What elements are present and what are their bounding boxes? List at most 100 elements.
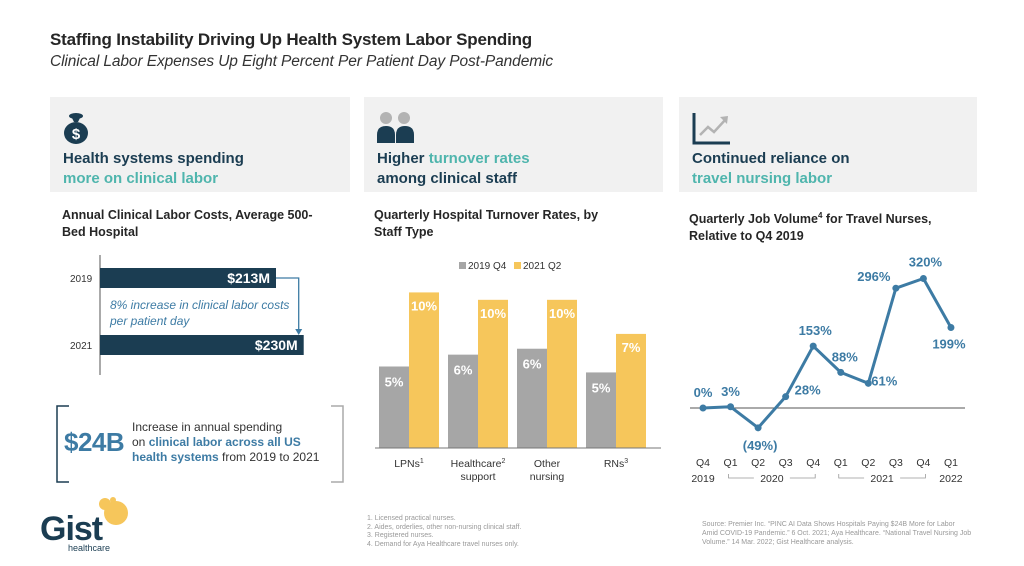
people-icon xyxy=(377,112,414,143)
category-label: support xyxy=(460,471,495,483)
bar-other-nursing-0 xyxy=(517,348,547,448)
callout-line2: on clinical labor across all US xyxy=(132,435,342,450)
bar-lpns-0 xyxy=(379,366,409,448)
bar-healthcare-support-0 xyxy=(448,354,478,448)
x-tick-label: Q2 xyxy=(751,457,765,469)
logo-wordmark: Gist xyxy=(40,510,103,548)
callout-text: on xyxy=(132,435,149,449)
chart-title-turnover: Quarterly Hospital Turnover Rates, by St… xyxy=(374,208,599,239)
callout-line1: Increase in annual spending xyxy=(132,420,283,434)
data-point xyxy=(864,379,872,387)
panel-travel-nursing: Continued reliance on travel nursing lab… xyxy=(679,97,977,192)
data-point xyxy=(947,323,955,331)
bar-value-label: 5% xyxy=(385,375,404,390)
panel-heading: Health systems spending more on clinical… xyxy=(63,149,244,189)
category-label: Healthcare2 xyxy=(451,458,506,470)
page-subtitle: Clinical Labor Expenses Up Eight Percent… xyxy=(50,53,554,70)
trend-chart-icon xyxy=(692,113,730,145)
legend-label: 2019 Q4 xyxy=(468,261,507,272)
data-label: 61% xyxy=(871,373,897,388)
bar-2021 xyxy=(100,335,304,355)
connector-arrow xyxy=(276,277,300,331)
panel-heading: Continued reliance on travel nursing lab… xyxy=(692,149,850,189)
chart-title-labor-costs: Annual Clinical Labor Costs, Average 500… xyxy=(62,208,313,239)
callout-text: from 2019 to 2021 xyxy=(218,450,320,464)
footnote: 2. Aides, orderlies, other non-nursing c… xyxy=(367,523,522,531)
x-tick-label: Q1 xyxy=(724,457,738,469)
x-tick-label: Q3 xyxy=(779,457,793,469)
callout-value: $24B xyxy=(64,427,125,457)
category-label: nursing xyxy=(530,471,565,483)
year-label: 2020 xyxy=(760,473,784,485)
footnote-marker: 2 xyxy=(501,458,505,465)
logo-subtext: healthcare xyxy=(68,543,110,553)
bar-value-label: 10% xyxy=(480,306,506,321)
year-label: 2021 xyxy=(870,473,894,485)
callout-description: Increase in annual spending on clinical … xyxy=(132,420,342,465)
data-point xyxy=(809,342,817,350)
legend-label: 2021 Q2 xyxy=(523,261,562,272)
panel-heading: Higher turnover rates among clinical sta… xyxy=(377,149,530,189)
bar-healthcare-support-1 xyxy=(478,299,508,448)
data-label: 153% xyxy=(799,323,833,338)
data-label: 0% xyxy=(694,385,713,400)
footnote: 1. Licensed practical nurses. xyxy=(367,515,456,522)
data-point xyxy=(837,368,845,376)
arrowhead-icon xyxy=(295,329,303,335)
bar-value-label: $230M xyxy=(255,337,298,353)
bar-value-label: 7% xyxy=(622,340,641,355)
data-label: 296% xyxy=(857,269,891,284)
category-label: 2021 xyxy=(70,341,93,352)
x-tick-label: Q1 xyxy=(834,457,848,469)
data-label: 199% xyxy=(932,336,966,351)
panel-heading-line1: Health systems spending xyxy=(63,150,244,167)
data-point xyxy=(919,275,927,282)
bar-value-label: 10% xyxy=(411,298,437,313)
callout-emphasis: clinical labor across all US xyxy=(148,435,301,449)
heading-highlight: turnover rates xyxy=(428,150,530,167)
page-title: Staffing Instability Driving Up Health S… xyxy=(50,30,532,49)
year-label: 2022 xyxy=(939,473,963,485)
bar-value-label: 6% xyxy=(523,357,542,372)
panel-heading-line1: Continued reliance on xyxy=(692,150,850,167)
bar-value-label: 10% xyxy=(549,306,575,321)
bar-value-label: 6% xyxy=(454,363,473,378)
footnote-marker: 1 xyxy=(420,458,424,465)
bar-other-nursing-1 xyxy=(547,299,577,448)
legend-swatch-1 xyxy=(514,262,521,269)
bar-lpns-1 xyxy=(409,292,439,448)
heading-text: Higher xyxy=(377,150,429,167)
callout-line3: health systems from 2019 to 2021 xyxy=(132,450,342,465)
bar-rns-0 xyxy=(586,372,616,448)
x-tick-label: Q4 xyxy=(916,457,930,469)
bar-2019 xyxy=(100,268,276,288)
data-label: 28% xyxy=(795,383,821,398)
data-point xyxy=(754,424,762,432)
panel-clinical-labor: $ Health systems spending more on clinic… xyxy=(50,97,350,192)
x-tick-label: Q1 xyxy=(944,457,958,469)
footnote-marker: 4 xyxy=(817,211,823,220)
panel-turnover: Higher turnover rates among clinical sta… xyxy=(364,97,663,192)
panel-heading-line2: travel nursing labor xyxy=(692,170,833,187)
category-label: LPNs1 xyxy=(394,458,424,470)
svg-text:$: $ xyxy=(72,126,81,143)
data-point xyxy=(892,284,900,292)
series-line xyxy=(702,277,953,430)
category-label: 2019 xyxy=(70,274,93,285)
bar-rns-1 xyxy=(616,333,646,448)
footnote: 4. Demand for Aya Healthcare travel nurs… xyxy=(367,540,519,548)
data-label: 320% xyxy=(909,255,943,270)
annotation-line1: 8% increase in clinical labor costs xyxy=(110,298,289,312)
category-label: RNs3 xyxy=(604,458,628,470)
panel-heading-line2: more on clinical labor xyxy=(63,170,219,187)
bar-value-label: $213M xyxy=(227,270,270,286)
chart-title-job-volume: Quarterly Job Volume4 for Travel Nurses,… xyxy=(689,207,969,245)
data-point xyxy=(699,404,707,412)
year-label: 2019 xyxy=(691,473,715,485)
legend-swatch-0 xyxy=(459,262,466,269)
x-tick-label: Q2 xyxy=(861,457,875,469)
x-tick-label: Q4 xyxy=(696,457,710,469)
panel-heading-line2: among clinical staff xyxy=(377,170,518,187)
